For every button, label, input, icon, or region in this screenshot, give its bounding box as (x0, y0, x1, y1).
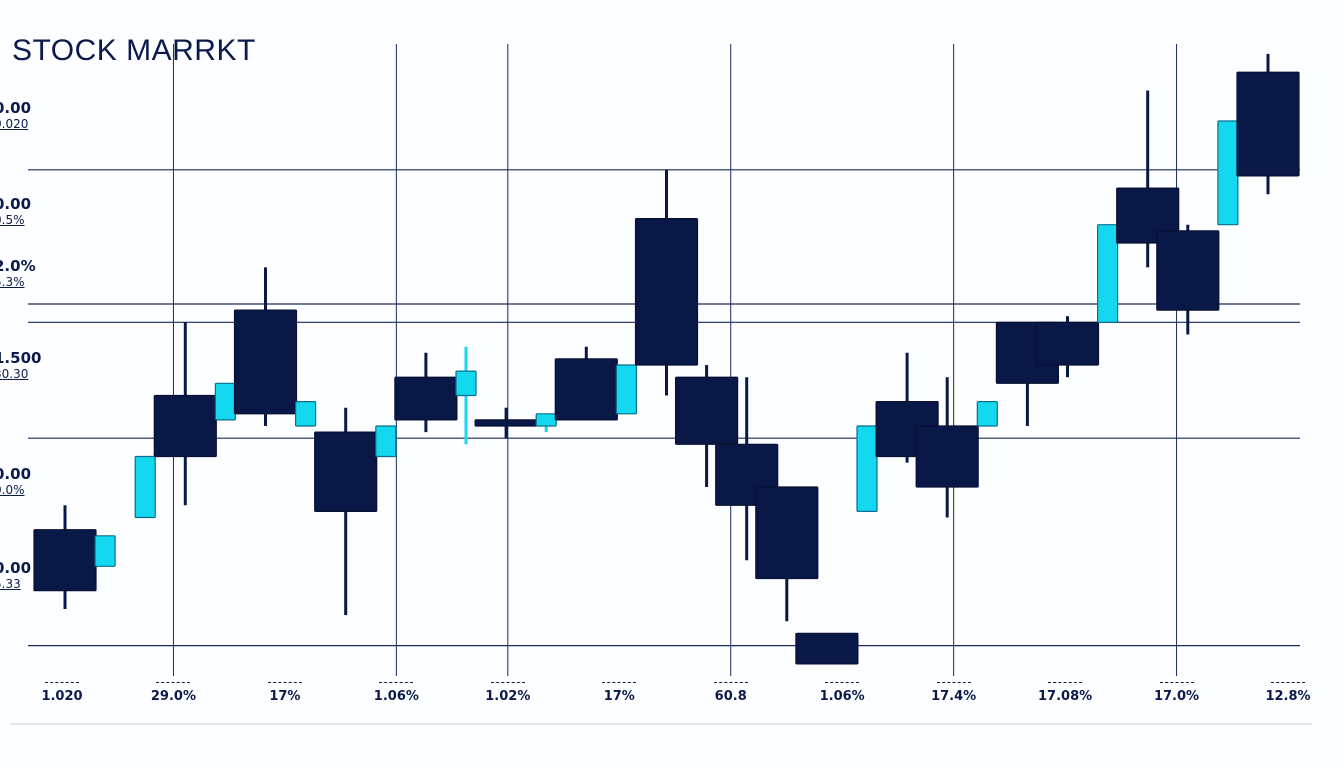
x-tick-mark (490, 682, 525, 685)
x-tick-mark (267, 682, 302, 685)
y-tick-main: 2.0% (0, 257, 36, 275)
x-tick-mark (1159, 682, 1194, 685)
y-tick-label: 0.000.020 (0, 99, 38, 132)
x-tick-text: 17.4% (931, 689, 977, 704)
y-tick-label: 0.000.0% (0, 465, 38, 498)
x-tick-mark (45, 682, 79, 685)
x-tick-text: 17.0% (1153, 689, 1200, 704)
x-tick-label: 29.0% (143, 682, 203, 704)
y-tick-label: 2.0%5.3% (0, 257, 38, 290)
candle-body-14 (615, 364, 638, 415)
x-tick-text: 60.8 (714, 689, 747, 704)
x-tick-label: 17.0% (1147, 682, 1207, 704)
y-tick-sub: 0.0% (0, 483, 25, 497)
candle-body-15 (634, 218, 699, 366)
candle-body-29 (1217, 120, 1239, 226)
y-tick-sub: 0.020 (0, 117, 29, 131)
x-tick-text: 29.0% (150, 689, 196, 704)
candle-body-6 (295, 401, 317, 427)
x-tick-label: 17.4% (924, 682, 984, 704)
x-tick-mark (713, 682, 748, 685)
x-tick-label: 17.08% (1035, 682, 1095, 704)
x-tick-mark (379, 682, 414, 685)
x-tick-text: 1.020 (41, 689, 83, 704)
y-tick-main: 0.00 (0, 99, 32, 117)
candle-body-5 (233, 309, 298, 415)
candle-body-27 (1116, 187, 1180, 244)
x-tick-text: 1.02% (485, 689, 531, 704)
candle-body-25 (1035, 321, 1100, 366)
chart-title: STOCK MARRKT (12, 34, 256, 67)
y-tick-sub: 30.30 (0, 367, 29, 381)
candle-body-1 (94, 535, 116, 567)
y-tick-label: 0.005.33 (0, 559, 38, 592)
x-tick-label: 60.8 (701, 682, 761, 704)
candle-body-28 (1156, 230, 1220, 311)
candle-body-8 (375, 425, 397, 458)
y-tick-sub: 5.3% (0, 275, 25, 289)
candle-body-9 (394, 376, 458, 421)
candle-body-12 (535, 413, 557, 427)
candle-body-23 (976, 401, 998, 427)
candle-body-18 (755, 486, 819, 580)
y-tick-label: 0.000.5% (0, 195, 38, 228)
candle-body-26 (1096, 224, 1119, 323)
candle-body-13 (554, 358, 618, 421)
x-tick-text: 17% (269, 689, 301, 704)
candle-body-2 (134, 455, 156, 519)
candle-body-3 (153, 394, 217, 458)
candle-body-19 (795, 632, 859, 665)
x-tick-mark (602, 682, 637, 685)
y-tick-label: 1.50030.30 (0, 349, 42, 382)
y-tick-main: 0.00 (0, 559, 32, 577)
candle-body-7 (314, 431, 378, 513)
x-tick-label: 17% (255, 682, 315, 704)
candle-body-10 (455, 370, 477, 397)
x-tick-text: 1.06% (373, 689, 419, 704)
y-tick-sub: 5.33 (0, 577, 21, 591)
x-tick-text: 17.08% (1038, 689, 1093, 704)
candle-body-0 (33, 529, 97, 592)
x-tick-label: 12.8% (1258, 682, 1318, 704)
y-tick-main: 1.500 (0, 349, 42, 367)
y-tick-main: 0.00 (0, 465, 32, 483)
x-tick-text: 1.06% (819, 689, 865, 704)
y-tick-sub: 0.5% (0, 213, 25, 227)
candle-body-20 (856, 425, 878, 513)
x-tick-label: 1.02% (478, 682, 538, 704)
candle-body-30 (1236, 71, 1300, 177)
x-tick-mark (1048, 682, 1083, 685)
candle-body-22 (915, 425, 979, 488)
x-tick-text: 17% (603, 689, 635, 704)
x-tick-mark (936, 682, 971, 685)
candle-body-16 (674, 376, 739, 445)
x-tick-mark (156, 682, 191, 685)
x-tick-mark (825, 682, 860, 685)
x-tick-mark (1271, 682, 1305, 685)
x-tick-label: 1.06% (366, 682, 426, 704)
x-tick-label: 1.06% (812, 682, 872, 704)
x-tick-label: 1.020 (32, 682, 92, 704)
x-tick-label: 17% (589, 682, 649, 704)
x-tick-text: 12.8% (1265, 689, 1311, 704)
y-tick-main: 0.00 (0, 195, 32, 213)
candle-body-4 (214, 382, 236, 421)
candle-body-11 (474, 419, 538, 427)
